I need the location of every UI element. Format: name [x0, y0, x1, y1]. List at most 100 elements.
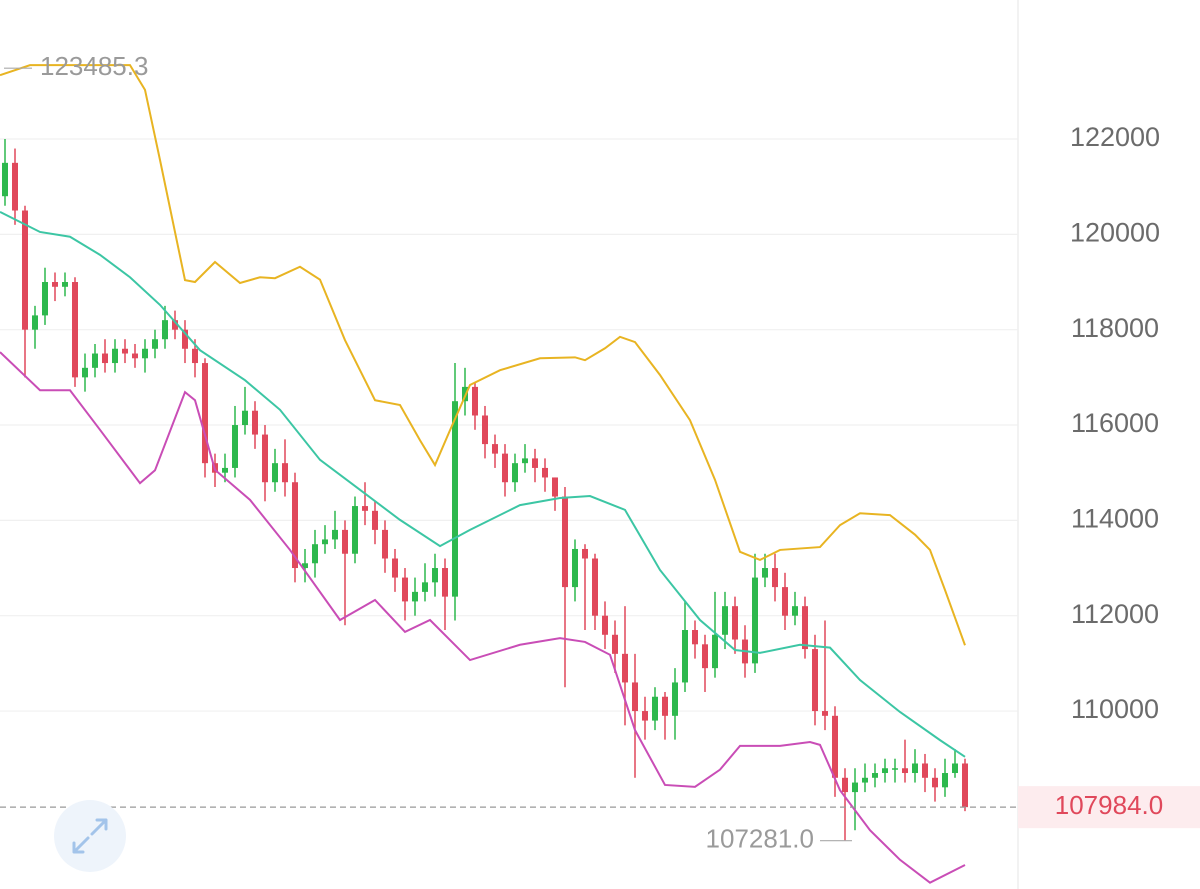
candle-body [52, 282, 58, 287]
candle-body [692, 630, 698, 645]
candle-body [402, 577, 408, 602]
band-line [0, 211, 966, 758]
candle-body [482, 415, 488, 445]
candle-body [622, 653, 628, 683]
candle-body [432, 568, 438, 583]
y-tick-label: 116000 [1071, 408, 1159, 438]
candle-body [242, 410, 248, 426]
candle-body [232, 425, 238, 468]
candle-body [32, 315, 38, 330]
candle-body [272, 463, 278, 483]
candle-body [582, 548, 588, 559]
candle-body [782, 587, 788, 616]
candle-body [562, 496, 568, 588]
candle-body [442, 568, 448, 597]
candle-body [182, 329, 188, 349]
candle-body [642, 711, 648, 721]
candle-body [472, 386, 478, 416]
candle-body [802, 606, 808, 650]
candle-body [382, 529, 388, 559]
candle-body [962, 763, 968, 808]
candle-body [892, 768, 898, 770]
candle-body [842, 777, 848, 793]
candle-body [392, 558, 398, 578]
candle-body [322, 539, 328, 545]
candle-body [862, 777, 868, 783]
candle-body [602, 615, 608, 635]
expand-button-bg[interactable] [54, 800, 126, 872]
candle-body [62, 282, 68, 287]
candle-body [732, 606, 738, 640]
candle-body [932, 777, 938, 788]
low-marker-label: 107281.0 [706, 824, 814, 854]
candle-body [522, 458, 528, 464]
candle-body [332, 529, 338, 540]
candle-body [852, 782, 858, 793]
high-marker-label: 123485.3 [40, 51, 148, 81]
candle-body [682, 630, 688, 683]
candle-body [652, 696, 658, 721]
candle-body [672, 682, 678, 716]
candle-body [342, 529, 348, 554]
candle-body [832, 715, 838, 778]
candle-body [792, 606, 798, 616]
candle-body [872, 773, 878, 778]
candle-body [82, 367, 88, 378]
candle-body [752, 577, 758, 664]
candle-body [922, 763, 928, 778]
candle-body [312, 544, 318, 564]
y-tick-label: 122000 [1070, 122, 1160, 152]
candle-body [222, 467, 228, 473]
candle-body [202, 363, 208, 464]
candle-body [42, 282, 48, 316]
candle-body [362, 506, 368, 511]
candle-body [132, 353, 138, 359]
candle-body [2, 162, 8, 197]
candle-body [282, 463, 288, 483]
candle-body [552, 477, 558, 497]
candle-body [92, 353, 98, 368]
band-line [0, 351, 966, 884]
candle-body [822, 711, 828, 716]
last-price-box [1018, 786, 1200, 829]
expand-button[interactable] [54, 800, 126, 872]
candle-body [952, 763, 958, 774]
candle-body [412, 591, 418, 602]
candle-body [612, 634, 618, 654]
candle-body [122, 348, 128, 354]
band-line [0, 64, 966, 646]
candle-body [912, 763, 918, 774]
candle-body [512, 463, 518, 483]
candle-body [542, 467, 548, 478]
y-tick-label: 114000 [1071, 503, 1159, 533]
candle-body [712, 634, 718, 669]
candle-body [152, 339, 158, 349]
candle-body [252, 410, 258, 435]
y-tick-label: 112000 [1071, 599, 1159, 629]
candle-body [592, 558, 598, 616]
candle-body [812, 649, 818, 712]
candle-body [772, 568, 778, 588]
candle-body [902, 768, 908, 774]
candle-body [162, 320, 168, 340]
candle-body [172, 320, 178, 330]
candle-body [292, 482, 298, 569]
y-tick-label: 110000 [1071, 694, 1159, 724]
y-tick-label: 118000 [1071, 313, 1159, 343]
candle-body [12, 162, 18, 211]
candle-body [192, 348, 198, 364]
candle-body [262, 434, 268, 483]
candle-body [142, 348, 148, 359]
candle-body [422, 582, 428, 592]
expand-icon[interactable] [72, 818, 108, 854]
candle-body [662, 696, 668, 716]
candle-body [302, 563, 308, 569]
candle-body [492, 444, 498, 454]
candle-body [102, 353, 108, 364]
candle-body [72, 282, 78, 378]
candle-body [532, 458, 538, 468]
last-price-label: 107984.0 [1055, 790, 1163, 820]
